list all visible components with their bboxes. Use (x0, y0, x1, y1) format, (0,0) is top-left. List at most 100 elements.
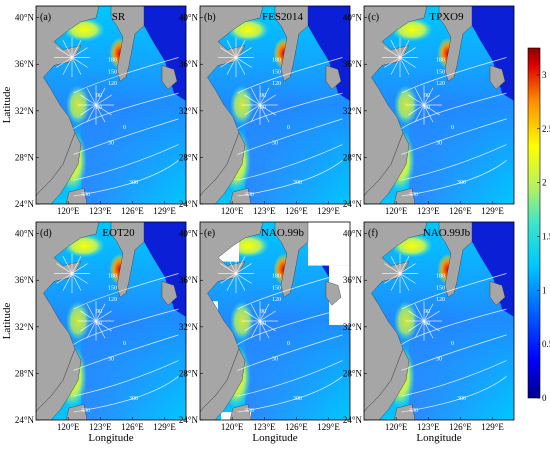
phase-line (235, 40, 246, 58)
panel-label: (c) (368, 12, 379, 23)
phase-line (408, 320, 425, 332)
panel-title: SR (112, 11, 126, 23)
phase-line (71, 273, 82, 291)
land-mass (489, 65, 506, 90)
phase-line (62, 273, 73, 291)
phase-line (244, 104, 261, 116)
y-axis-label: Latitude (1, 303, 13, 340)
panel-frame (199, 5, 351, 205)
x-tick-label: 129°E (153, 422, 176, 432)
cotidal-line (73, 308, 179, 346)
land-mass (393, 403, 416, 420)
x-tick-label: 129°E (317, 206, 340, 216)
panel-frame (199, 221, 351, 421)
phase-line (95, 320, 112, 332)
phase-line (80, 94, 97, 106)
cotidal-line (237, 118, 343, 155)
y-tick-label: 40°N (343, 229, 363, 239)
phase-line (408, 310, 425, 322)
land-mass (36, 132, 82, 204)
land-mass (229, 403, 252, 420)
cotidal-line (73, 273, 179, 310)
land-mass (325, 65, 342, 90)
phase-line (390, 57, 401, 75)
phase-line (62, 40, 73, 58)
contour-label: 150 (108, 285, 117, 291)
phase-line (95, 104, 112, 116)
x-tick-label: 126°E (121, 422, 144, 432)
contour-label: 90 (260, 309, 266, 315)
y-tick-label: 40°N (343, 13, 363, 23)
cotidal-line (401, 57, 507, 94)
cotidal-line (401, 360, 507, 397)
contour-label: 330 (81, 192, 90, 198)
x-tick-label: 126°E (449, 206, 472, 216)
phase-line (259, 303, 270, 322)
phase-line (80, 320, 97, 332)
contour-label: 330 (409, 408, 418, 414)
phase-line (235, 256, 246, 274)
phase-line (390, 273, 401, 291)
phase-line (259, 104, 276, 116)
x-tick-label: 123°E (417, 422, 440, 432)
contour-label: 180 (436, 57, 445, 63)
contour-label: 330 (245, 192, 254, 198)
x-tick-label: 126°E (285, 206, 308, 216)
y-tick-label: 28°N (343, 368, 363, 378)
y-tick-label: 28°N (15, 152, 35, 162)
x-tick-label: 120°E (57, 206, 80, 216)
phase-line (56, 47, 73, 58)
phase-line (235, 263, 252, 274)
contour-label: 150 (436, 285, 445, 291)
x-axis-label: Longitude (252, 432, 297, 444)
phase-line (56, 273, 73, 284)
contour-label: 90 (424, 93, 430, 99)
phase-line (399, 47, 416, 58)
phase-line (220, 47, 237, 58)
y-tick-label: 40°N (179, 229, 199, 239)
contour-label: 0 (123, 125, 126, 131)
y-tick-label: 24°N (343, 415, 363, 425)
contour-label: 30 (436, 357, 442, 363)
phase-line (71, 263, 88, 274)
y-tick-label: 24°N (179, 415, 199, 425)
phase-line (226, 256, 237, 274)
contour-label: 300 (129, 180, 138, 186)
x-tick-label: 123°E (89, 422, 112, 432)
cotidal-line (73, 118, 179, 155)
x-tick-label: 126°E (285, 422, 308, 432)
contour-label: 0 (123, 341, 126, 347)
phase-line (86, 104, 97, 123)
cotidal-line (237, 144, 343, 181)
panel-title: EOT20 (102, 227, 135, 239)
y-tick-label: 24°N (343, 199, 363, 209)
contour-label: 0 (287, 125, 290, 131)
contour-label: 60 (96, 321, 102, 327)
land-mass (393, 187, 416, 204)
panel-label: (b) (204, 12, 216, 23)
x-tick-label: 123°E (253, 206, 276, 216)
phase-line (399, 57, 410, 75)
phase-line (220, 263, 237, 274)
panel-label: (e) (204, 228, 215, 239)
x-tick-label: 123°E (253, 422, 276, 432)
land-mass (200, 132, 246, 204)
x-tick-label: 120°E (221, 422, 244, 432)
contour-label: 120 (436, 81, 445, 87)
panel-label: (d) (40, 228, 52, 239)
phase-line (62, 57, 73, 75)
y-tick-label: 28°N (179, 152, 199, 162)
contour-label: 330 (81, 408, 90, 414)
phase-line (423, 94, 440, 106)
phase-line (423, 104, 434, 123)
x-tick-label: 120°E (385, 206, 408, 216)
land-mass (274, 6, 309, 82)
land-mass (325, 281, 342, 306)
phase-line (86, 320, 97, 339)
phase-line (62, 256, 73, 274)
y-tick-label: 32°N (15, 322, 35, 332)
y-tick-label: 32°N (15, 106, 35, 116)
